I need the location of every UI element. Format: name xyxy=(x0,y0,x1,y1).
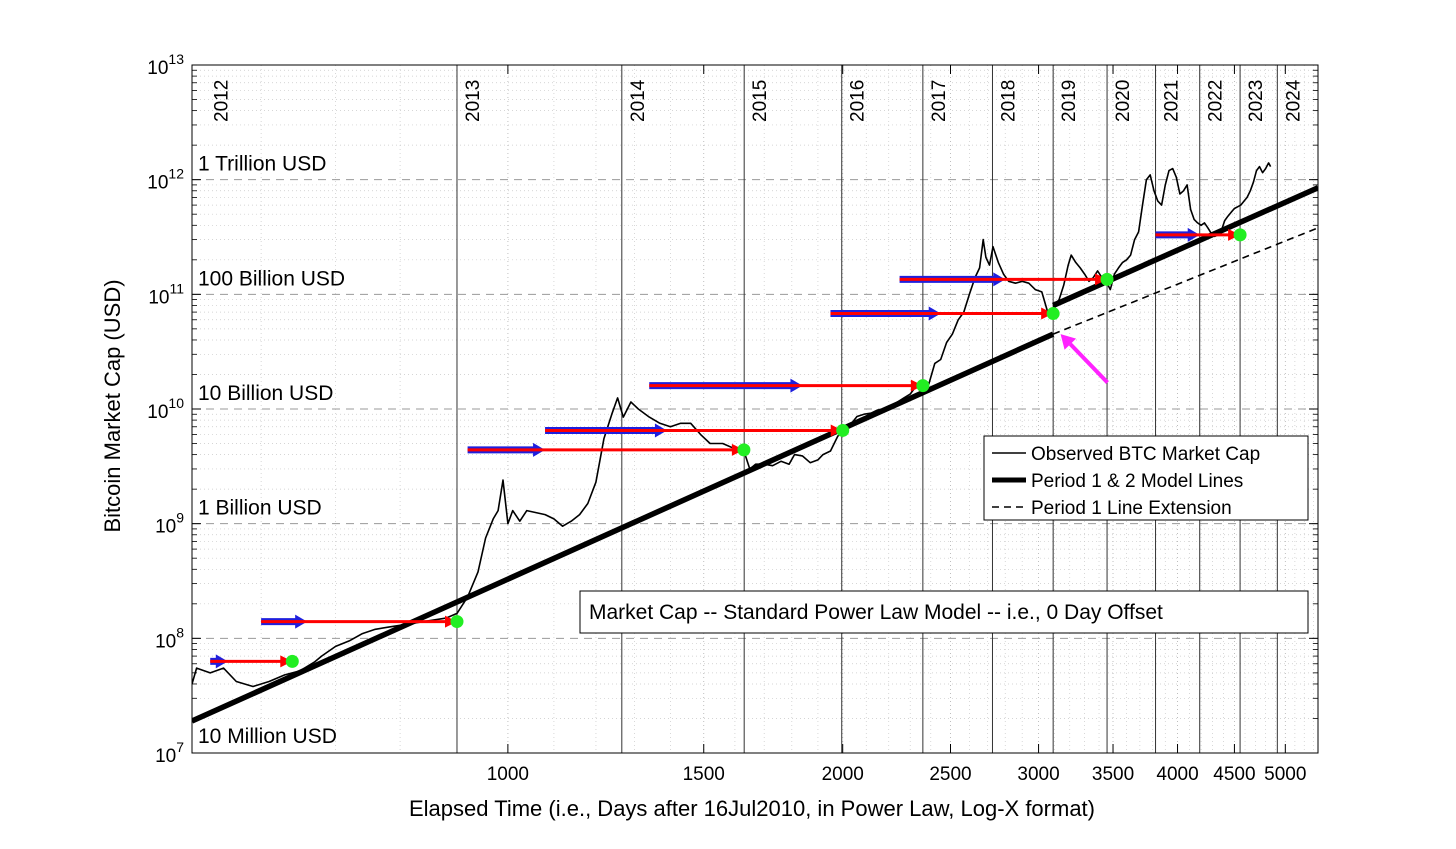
y-tick-label-base: 10 xyxy=(148,287,169,308)
axes-layer xyxy=(191,64,1319,754)
y-tick-label-exponent: 13 xyxy=(168,51,184,67)
highlight-point xyxy=(836,423,850,437)
x-tick-label: 3000 xyxy=(1017,764,1059,785)
highlight-point xyxy=(1100,272,1114,286)
year-marker-label: 2014 xyxy=(628,79,649,122)
year-marker-label: 2016 xyxy=(848,80,869,122)
model-callout-box xyxy=(579,590,1309,634)
series-model-line-period-1 xyxy=(192,331,1055,724)
year-marker-label: 2018 xyxy=(998,80,1019,122)
highlight-point xyxy=(1233,228,1247,242)
legend: Observed BTC Market Cap Period 1 & 2 Mod… xyxy=(983,435,1309,521)
value-annotation: 10 Billion USD xyxy=(198,382,333,405)
y-tick-label-exponent: 7 xyxy=(176,739,184,755)
y-tick-label-exponent: 11 xyxy=(169,280,184,296)
highlight-point-layer xyxy=(285,228,1247,668)
y-tick-label: 1012 xyxy=(147,166,184,194)
x-tick-label: 1500 xyxy=(683,764,725,785)
y-tick-label-base: 10 xyxy=(147,173,168,194)
x-tick-label: 2500 xyxy=(929,764,971,785)
y-tick-label: 108 xyxy=(155,624,184,652)
year-marker-label: 2020 xyxy=(1113,80,1134,122)
y-tick-label-base: 10 xyxy=(155,517,176,538)
series-layer xyxy=(192,162,1318,724)
year-marker-label: 2012 xyxy=(212,80,233,122)
series-observed-btc-market-cap xyxy=(192,162,1272,688)
model-callout: Market Cap -- Standard Power Law Model -… xyxy=(579,590,1309,634)
highlight-point xyxy=(450,615,464,629)
legend-label-observed: Observed BTC Market Cap xyxy=(1031,444,1260,465)
y-axis-label: Bitcoin Market Cap (USD) xyxy=(100,279,125,532)
year-marker-label: 2019 xyxy=(1059,80,1080,122)
highlight-point xyxy=(1046,307,1060,321)
y-tick-label-base: 10 xyxy=(147,402,168,423)
x-tick-label: 1000 xyxy=(487,764,529,785)
offset-arrow-layer xyxy=(210,227,1241,669)
y-tick-label: 1010 xyxy=(147,395,184,423)
model-callout-text: Market Cap -- Standard Power Law Model -… xyxy=(589,601,1163,624)
year-marker-label: 2021 xyxy=(1162,80,1183,122)
y-tick-label-exponent: 10 xyxy=(168,395,184,411)
y-tick-label-exponent: 12 xyxy=(168,166,184,182)
y-tick-label-base: 10 xyxy=(155,631,176,652)
y-tick-label: 109 xyxy=(155,510,184,538)
pointer-arrow-head xyxy=(1060,334,1077,350)
y-tick-label-base: 10 xyxy=(147,58,168,79)
value-annotation: 1 Billion USD xyxy=(198,497,322,520)
year-marker-label: 2024 xyxy=(1283,79,1304,122)
highlight-point xyxy=(285,654,299,668)
y-tick-label-base: 10 xyxy=(155,746,176,767)
year-marker-label: 2022 xyxy=(1206,80,1227,122)
x-tick-label: 4000 xyxy=(1156,764,1198,785)
legend-box xyxy=(983,435,1309,521)
x-tick-label: 2000 xyxy=(822,764,864,785)
year-marker-label: 2017 xyxy=(929,80,950,122)
y-tick-label-exponent: 9 xyxy=(176,510,184,526)
highlight-point xyxy=(916,379,930,393)
x-tick-label: 5000 xyxy=(1264,764,1306,785)
legend-label-extension: Period 1 Line Extension xyxy=(1031,498,1232,519)
year-marker-label: 2015 xyxy=(750,80,771,122)
value-annotation-layer: 10 Million USD 1 Billion USD 10 Billion US… xyxy=(198,153,345,748)
x-axis-label: Elapsed Time (i.e., Days after 16Jul2010… xyxy=(409,796,1095,821)
grid-layer xyxy=(192,65,1318,753)
y-tick-label-exponent: 8 xyxy=(176,624,184,640)
year-marker-layer: 2012 2013 2014 2015 2016 2017 2018 2019 2020 2021… xyxy=(212,65,1304,753)
pointer-arrow-shaft xyxy=(1068,342,1109,384)
x-tick-label: 4500 xyxy=(1213,764,1255,785)
y-tick-label: 1011 xyxy=(148,280,184,308)
highlight-point xyxy=(737,443,751,457)
value-annotation: 10 Million USD xyxy=(198,725,337,748)
value-annotation: 100 Billion USD xyxy=(198,267,345,290)
y-tick-label: 1013 xyxy=(147,51,184,79)
tick-label-layer: 1000 1500 2000 2500 3000 3500 4000 4500 50001071… xyxy=(147,51,1306,785)
year-marker-label: 2023 xyxy=(1246,80,1267,122)
series-model-line-period-2 xyxy=(1052,185,1318,308)
value-annotation: 1 Trillion USD xyxy=(198,153,326,176)
year-marker-label: 2013 xyxy=(463,80,484,122)
legend-label-model: Period 1 & 2 Model Lines xyxy=(1031,471,1243,492)
y-tick-label: 107 xyxy=(155,739,184,767)
x-tick-label: 3500 xyxy=(1092,764,1134,785)
